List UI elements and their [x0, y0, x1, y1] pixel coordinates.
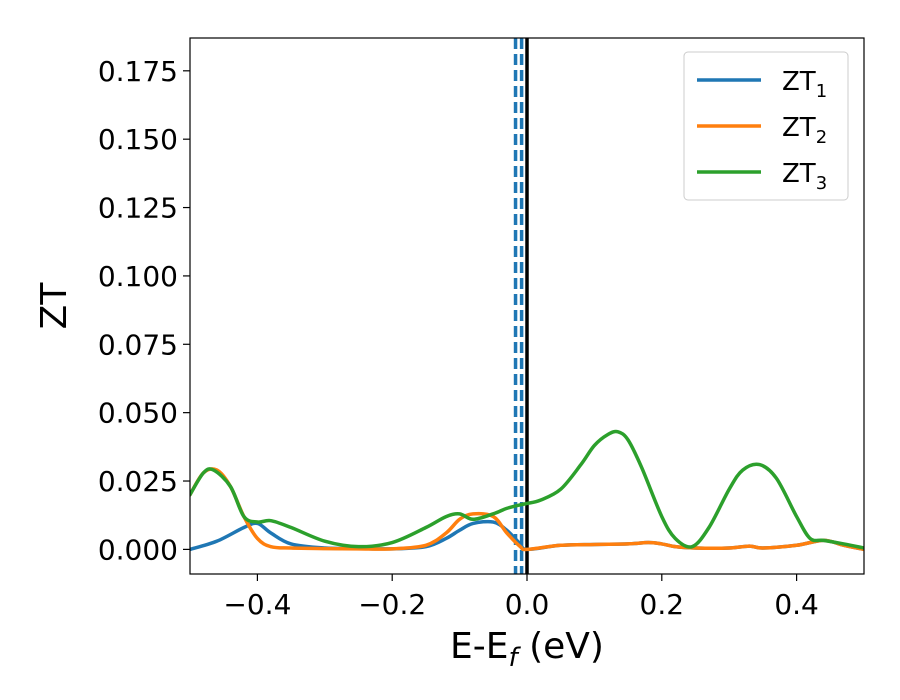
legend: ZT1 ZT2 ZT3: [683, 51, 849, 201]
legend-label-zt1: ZT1: [782, 67, 827, 102]
y-axis-ticks: 0.000 0.025 0.050 0.075 0.100 0.125 0.150 0.175: [98, 55, 190, 566]
x-tick-label: 0.2: [640, 588, 685, 621]
x-tick-label: −0.2: [358, 588, 426, 621]
legend-label-zt2: ZT2: [782, 113, 827, 148]
y-tick-label: 0.000: [98, 533, 178, 566]
y-tick-label: 0.175: [98, 55, 178, 88]
x-axis-ticks: −0.4 −0.2 0.0 0.2 0.4: [223, 574, 819, 621]
y-tick-label: 0.150: [98, 123, 178, 156]
x-tick-label: −0.4: [223, 588, 291, 621]
y-tick-label: 0.100: [98, 260, 178, 293]
y-axis-title: ZT: [34, 282, 75, 330]
y-tick-label: 0.125: [98, 192, 178, 225]
series-line-zt2: [190, 467, 864, 552]
y-tick-label: 0.075: [98, 328, 178, 361]
legend-label-zt3: ZT3: [782, 159, 827, 194]
series-line-zt3: [190, 429, 864, 550]
x-axis-title: E-Ef (eV): [450, 626, 604, 673]
reference-lines: [513, 38, 529, 574]
x-tick-label: 0.4: [774, 588, 819, 621]
legend-frame: [683, 51, 849, 201]
y-tick-label: 0.050: [98, 397, 178, 430]
series-lines: [190, 429, 864, 552]
x-tick-label: 0.0: [505, 588, 550, 621]
y-tick-label: 0.025: [98, 465, 178, 498]
